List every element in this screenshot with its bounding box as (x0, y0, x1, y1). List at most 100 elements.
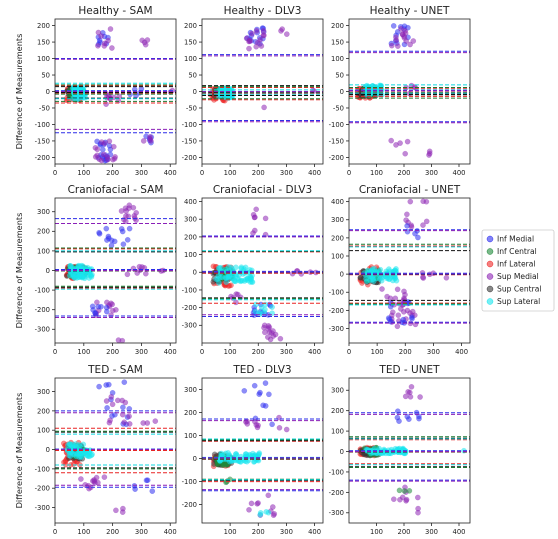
point-sup-medial (443, 274, 450, 281)
point-inf-medial (92, 310, 99, 317)
y-tick-label: -300 (35, 504, 50, 512)
plot-content (349, 23, 470, 158)
point-sup-medial (126, 202, 133, 209)
x-tick-label: 400 (164, 169, 177, 177)
y-tick-label: 300 (184, 216, 197, 224)
point-inf-medial (94, 138, 100, 145)
y-tick-label: -100 (35, 286, 50, 294)
point-sup-medial (404, 211, 410, 218)
x-tick-label: 100 (77, 528, 90, 536)
point-inf-medial (120, 404, 126, 411)
point-sup-lateral (222, 450, 229, 457)
point-sup-medial (109, 45, 115, 51)
point-sup-medial (104, 299, 110, 306)
y-tick-label: 200 (184, 22, 197, 30)
x-tick-label: 200 (399, 348, 412, 356)
point-sup-medial (130, 204, 137, 211)
point-sup-lateral (75, 263, 81, 270)
x-tick-label: 200 (106, 348, 119, 356)
legend-item-sup-central: Sup Central (486, 285, 542, 294)
y-tick-label: 300 (184, 386, 197, 394)
y-tick-label: -100 (329, 121, 344, 129)
point-sup-medial (260, 27, 267, 34)
point-sup-lateral (251, 459, 257, 465)
point-sup-medial (408, 383, 415, 390)
point-sup-lateral (232, 278, 239, 285)
point-inf-medial (262, 380, 269, 386)
point-sup-medial (246, 45, 252, 52)
plot-content (202, 206, 323, 343)
point-sup-lateral (78, 454, 85, 461)
point-inf-medial (400, 316, 407, 323)
y-tick-label: 150 (184, 38, 197, 46)
point-sup-medial (403, 496, 410, 503)
point-sup-medial (121, 419, 128, 426)
y-tick-label: -50 (333, 104, 344, 112)
point-inf-medial (96, 229, 102, 236)
point-sup-medial (262, 215, 269, 222)
point-sup-lateral (369, 276, 376, 283)
legend-label: Inf Central (497, 247, 537, 256)
x-tick-label: 300 (135, 528, 148, 536)
plot-frame (348, 197, 471, 344)
panel-title: TED - DLV3 (232, 364, 291, 376)
point-sup-medial (254, 39, 261, 46)
x-tick-label: 300 (280, 348, 293, 356)
y-tick-label: 200 (184, 233, 197, 241)
point-sup-medial (258, 43, 265, 49)
point-sup-medial (255, 500, 261, 506)
point-sup-medial (272, 331, 279, 338)
y-tick-label: 150 (37, 38, 50, 46)
plot-content (349, 383, 470, 516)
panel-title: TED - SAM (87, 364, 143, 376)
y-tick-label: -200 (35, 485, 50, 493)
point-sup-lateral (225, 274, 232, 281)
y-tick-label: 400 (184, 198, 197, 206)
point-inf-medial (262, 403, 269, 409)
y-tick-label: 0 (46, 446, 50, 454)
point-sup-lateral (248, 276, 254, 282)
point-sup-medial (115, 337, 122, 343)
point-sup-lateral (233, 452, 240, 459)
legend-item-inf-lateral: Inf Lateral (486, 260, 536, 269)
x-tick-label: 200 (398, 528, 411, 536)
y-tick-label: 0 (46, 267, 50, 275)
point-inf-medial (251, 382, 258, 389)
y-tick-label: -100 (35, 121, 50, 129)
point-sup-medial (140, 138, 147, 144)
point-sup-medial (252, 418, 258, 425)
point-sup-medial (118, 208, 125, 214)
point-inf-medial (266, 391, 272, 398)
point-sup-medial (250, 230, 256, 236)
legend-marker (486, 273, 494, 280)
x-tick-label: 400 (453, 528, 466, 536)
x-tick-label: 300 (135, 348, 148, 356)
point-sup-medial (78, 476, 84, 482)
y-tick-label: 100 (331, 427, 344, 435)
point-sup-medial (113, 507, 119, 514)
point-sup-medial (91, 477, 97, 483)
x-tick-label: 400 (308, 348, 321, 356)
y-tick-label: 0 (193, 269, 197, 277)
point-sup-lateral (377, 266, 384, 273)
point-sup-lateral (216, 265, 222, 272)
point-sup-medial (283, 31, 290, 37)
point-inf-medial (409, 314, 415, 321)
point-inf-medial (149, 488, 156, 494)
point-inf-medial (104, 405, 110, 411)
point-inf-medial (124, 236, 131, 243)
y-tick-label: 0 (340, 88, 344, 96)
panel-title: Craniofacial - DLV3 (213, 184, 312, 196)
point-inf-medial (96, 383, 102, 390)
point-sup-medial (395, 312, 402, 319)
panel-title: Craniofacial - UNET (359, 184, 461, 196)
point-inf-medial (269, 421, 275, 428)
point-sup-medial (379, 286, 385, 292)
point-sup-lateral (263, 508, 270, 515)
plot-content (55, 202, 176, 343)
x-tick-label: 400 (308, 169, 321, 177)
panel-craniofacial-sam: Craniofacial - SAM 0 100 200 300 400 -300 -200 -… (14, 184, 177, 356)
legend-item-inf-central: Inf Central (486, 247, 537, 256)
point-inf-medial (105, 235, 112, 242)
